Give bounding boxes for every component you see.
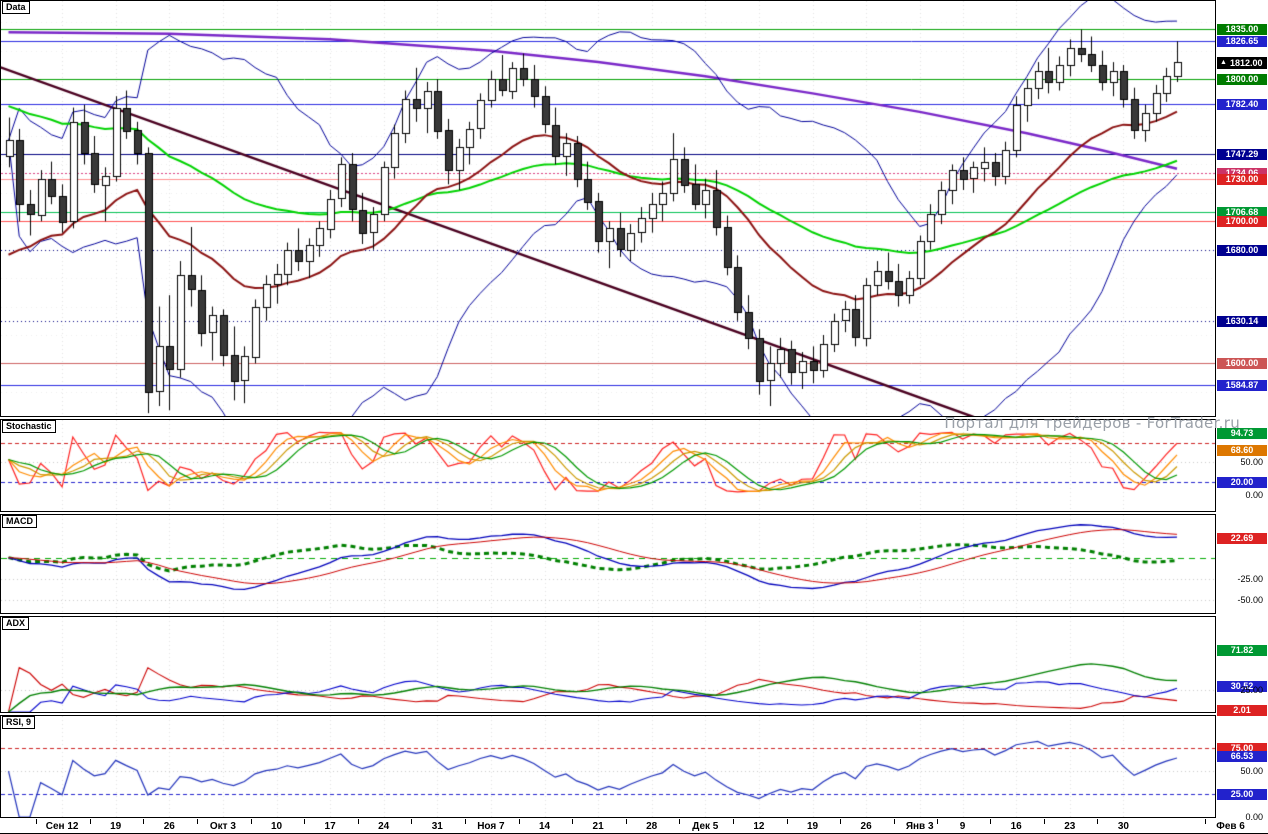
main-axis-label: 1680.00 <box>1217 244 1267 256</box>
adx-axis-label: 30.52 <box>1217 680 1267 692</box>
time-axis-label: 14 <box>538 821 551 832</box>
time-axis-label: 24 <box>378 821 390 832</box>
main-axis-label: 1630.14 <box>1217 315 1267 327</box>
current-price-value: 1812.00 <box>1229 58 1263 69</box>
time-axis-tick <box>411 819 413 824</box>
time-axis-tick <box>732 819 734 824</box>
time-axis-tick <box>786 819 788 824</box>
adx-canvas[interactable] <box>1 617 1215 712</box>
macd-panel: MACD <box>0 514 1216 614</box>
time-axis-label: Ноя 7 <box>477 821 505 832</box>
main-axis-label: 1706.68 <box>1217 206 1267 218</box>
watermark: Портал для трейдеров - ForTrader.ru <box>944 414 1240 432</box>
time-axis-tick <box>36 819 38 824</box>
main-axis-label: 1734.06 <box>1217 167 1267 179</box>
main-axis-label: 1826.65 <box>1217 36 1267 48</box>
time-axis-label: Янв 3 <box>905 821 934 832</box>
adx-axis-label: 71.82 <box>1217 644 1267 656</box>
time-axis-label: 17 <box>324 821 336 832</box>
time-axis-label: Сен 12 <box>45 821 79 832</box>
time-axis-label: 23 <box>1064 821 1076 832</box>
main-axis-label: 1700.00 <box>1217 216 1267 228</box>
rsi-axis-label: 66.53 <box>1217 750 1267 762</box>
time-axis-label: Окт 3 <box>209 821 236 832</box>
panel-tag-rsi: RSI, 9 <box>2 716 36 729</box>
time-axis-label: 21 <box>592 821 604 832</box>
stochastic-axis-label: 50.00 <box>1240 457 1263 468</box>
main-axis-label: 1800.00 <box>1217 74 1267 86</box>
time-axis-label: 16 <box>1010 821 1022 832</box>
adx-axis-label: 2.01 <box>1217 705 1267 717</box>
main-axis-label: 1730.00 <box>1217 173 1267 185</box>
time-axis-tick <box>1204 819 1206 824</box>
adx-axis-label: 25.00 <box>1240 685 1263 696</box>
stochastic-axis-label: 20.00 <box>1217 476 1267 488</box>
time-axis-tick <box>304 819 306 824</box>
time-axis-tick <box>518 819 520 824</box>
stochastic-axis-label: 94.73 <box>1217 428 1267 440</box>
rsi-axis-label: 25.00 <box>1217 789 1267 801</box>
time-axis-label: 19 <box>806 821 819 832</box>
main-axis-label: 1835.00 <box>1217 24 1267 36</box>
rsi-axis-label: 0.00 <box>1245 812 1263 822</box>
time-axis-label: 30 <box>1117 821 1129 832</box>
time-axis-label: 28 <box>646 821 658 832</box>
time-axis-tick <box>464 819 466 824</box>
price-up-arrow-icon: ▲ <box>1220 59 1227 67</box>
main-axis-label: 1782.40 <box>1217 99 1267 111</box>
macd-axis-label: -25.00 <box>1237 573 1263 584</box>
time-axis-tick <box>990 819 992 824</box>
panel-tag-adx: ADX <box>2 617 30 630</box>
time-axis-tick <box>196 819 198 824</box>
price-axis: 1835.00 1826.65 ▲ 1812.00 1800.00 1782.40 1747… <box>1216 0 1268 822</box>
time-axis-tick <box>936 819 938 824</box>
rsi-canvas[interactable] <box>1 716 1215 817</box>
price-chart-canvas[interactable] <box>1 1 1215 416</box>
stochastic-canvas[interactable] <box>1 420 1215 511</box>
time-axis-label: 19 <box>110 821 122 832</box>
time-axis-label: Дек 5 <box>692 821 719 832</box>
rsi-axis-label: 50.00 <box>1240 766 1263 777</box>
time-axis-tick <box>1097 819 1099 824</box>
main-axis-label: 1747.29 <box>1217 149 1267 161</box>
time-axis-tick <box>840 819 842 824</box>
time-axis-tick <box>679 819 681 824</box>
main-axis-label: 1584.87 <box>1217 379 1267 391</box>
stochastic-axis-label: 68.60 <box>1217 445 1267 457</box>
panel-tag-stochastic: Stochastic <box>2 420 56 433</box>
time-axis-label: 26 <box>860 821 872 832</box>
panel-tag-data: Data <box>2 1 30 14</box>
macd-canvas[interactable] <box>1 515 1215 613</box>
time-axis-tick <box>625 819 627 824</box>
time-axis-tick <box>250 819 252 824</box>
time-axis-tick <box>357 819 359 824</box>
time-axis-label: 12 <box>753 821 765 832</box>
rsi-axis-label: 75.00 <box>1217 743 1267 755</box>
time-axis-tick <box>89 819 91 824</box>
main-axis-label: 1600.00 <box>1217 358 1267 370</box>
time-axis-label: 9 <box>959 821 966 832</box>
time-axis-tick <box>893 819 895 824</box>
macd-axis-label: 22.69 <box>1217 533 1267 545</box>
time-axis-label: Фев 6 <box>1216 821 1245 832</box>
rsi-panel: RSI, 9 <box>0 715 1216 818</box>
time-axis-label: 10 <box>270 821 283 832</box>
macd-axis-label: -50.00 <box>1237 595 1263 606</box>
stochastic-axis-label: 0.00 <box>1245 489 1263 500</box>
adx-panel: ADX <box>0 616 1216 713</box>
time-axis-tick <box>143 819 145 824</box>
stochastic-panel: Stochastic <box>0 419 1216 512</box>
main-price-panel: Data <box>0 0 1216 417</box>
time-axis-label: 31 <box>431 821 443 832</box>
time-axis-tick <box>572 819 574 824</box>
current-price-label: ▲ 1812.00 <box>1217 57 1267 70</box>
time-axis: Сен 12 19 26 Окт 3 10 17 24 31 Ноя 7 14 21 28 Дек 5 1… <box>0 819 1268 834</box>
time-axis-tick <box>1043 819 1045 824</box>
panel-tag-macd: MACD <box>2 515 37 528</box>
time-axis-label: 26 <box>163 821 175 832</box>
